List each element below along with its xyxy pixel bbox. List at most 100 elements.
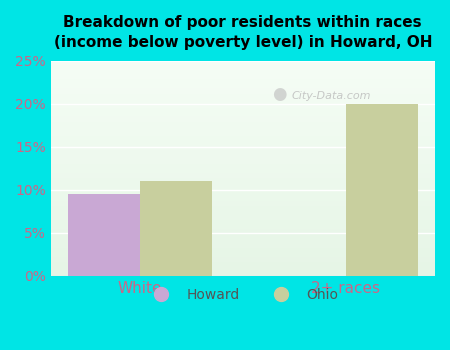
Bar [50, 74, 435, 75]
Bar [50, 153, 435, 154]
Bar [50, 249, 435, 250]
Bar [50, 65, 435, 66]
Title: Breakdown of poor residents within races
(income below poverty level) in Howard,: Breakdown of poor residents within races… [54, 15, 432, 50]
Bar [50, 175, 435, 176]
Bar [50, 178, 435, 179]
Bar [50, 174, 435, 175]
Bar [50, 85, 435, 86]
Bar [50, 202, 435, 203]
Bar [50, 90, 435, 91]
Bar [50, 230, 435, 231]
Bar [50, 194, 435, 195]
Bar [50, 193, 435, 194]
Bar [50, 275, 435, 276]
Bar [50, 165, 435, 166]
Bar [50, 62, 435, 63]
Bar [50, 272, 435, 273]
Bar [50, 119, 435, 120]
Bar [50, 260, 435, 261]
Bar [50, 181, 435, 182]
Bar [50, 264, 435, 265]
Bar [50, 192, 435, 193]
Bar [50, 78, 435, 79]
Bar [50, 265, 435, 266]
Bar [140, 181, 212, 276]
Bar [50, 145, 435, 146]
Bar [50, 198, 435, 200]
Text: City-Data.com: City-Data.com [292, 91, 371, 102]
Bar [50, 128, 435, 130]
Bar [50, 161, 435, 162]
Bar [50, 99, 435, 100]
Bar [50, 223, 435, 224]
Bar [50, 218, 435, 219]
Bar [50, 98, 435, 99]
Bar [50, 220, 435, 221]
Bar [50, 273, 435, 274]
Bar [50, 152, 435, 153]
Bar [50, 209, 435, 210]
Bar [50, 66, 435, 67]
Bar [50, 205, 435, 206]
Bar [50, 229, 435, 230]
Bar [50, 159, 435, 160]
Bar [50, 108, 435, 109]
Bar [50, 140, 435, 141]
Bar [50, 259, 435, 260]
Bar [50, 172, 435, 173]
Bar [50, 76, 435, 77]
Bar [50, 210, 435, 211]
Bar [50, 191, 435, 192]
Bar [50, 221, 435, 222]
Bar [50, 244, 435, 245]
Legend: Howard, Ohio: Howard, Ohio [142, 282, 344, 308]
Bar [50, 170, 435, 172]
Bar [50, 147, 435, 148]
Bar [50, 232, 435, 233]
Bar [50, 154, 435, 155]
Bar [50, 151, 435, 152]
Bar [50, 207, 435, 208]
Bar [50, 188, 435, 189]
Bar [50, 132, 435, 133]
Bar [50, 146, 435, 147]
Bar [50, 164, 435, 165]
Bar [50, 252, 435, 253]
Bar [50, 149, 435, 150]
Bar [50, 237, 435, 238]
Bar [50, 122, 435, 123]
Bar [50, 88, 435, 89]
Bar [50, 79, 435, 80]
Bar [50, 162, 435, 163]
Bar [50, 203, 435, 204]
Bar [50, 71, 435, 72]
Bar [50, 196, 435, 197]
Bar [50, 107, 435, 108]
Bar [50, 258, 435, 259]
Bar [50, 97, 435, 98]
Bar [50, 139, 435, 140]
Bar [50, 138, 435, 139]
Bar [50, 228, 435, 229]
Bar [50, 248, 435, 249]
Bar [50, 120, 435, 121]
Bar [50, 134, 435, 135]
Bar [50, 206, 435, 207]
Bar [50, 61, 435, 62]
Bar [50, 113, 435, 114]
Bar [50, 247, 435, 248]
Bar [50, 136, 435, 137]
Bar [50, 72, 435, 74]
Bar [50, 212, 435, 214]
Bar [50, 104, 435, 105]
Bar [50, 130, 435, 131]
Bar [50, 110, 435, 111]
Bar [50, 93, 435, 94]
Bar [50, 235, 435, 236]
Bar [50, 69, 435, 70]
Bar [50, 225, 435, 226]
Bar [50, 70, 435, 71]
Bar [50, 224, 435, 225]
Bar [50, 241, 435, 243]
Bar [50, 86, 435, 88]
